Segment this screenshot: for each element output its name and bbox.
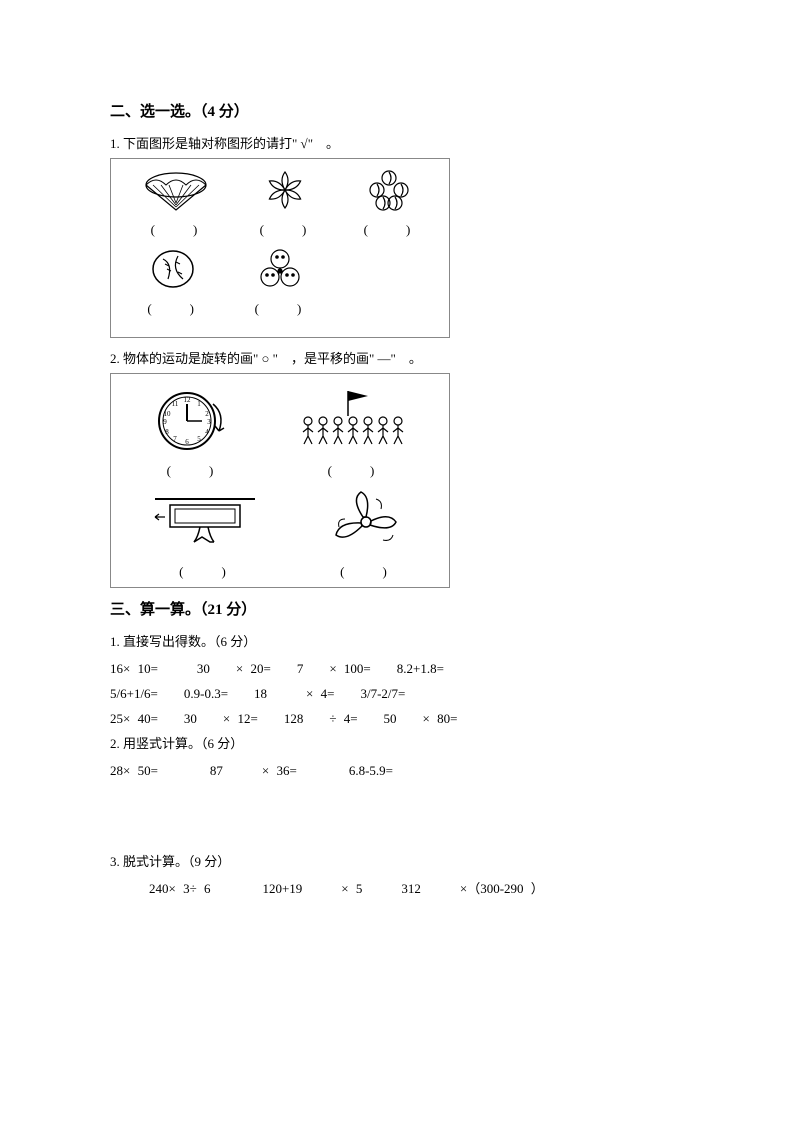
paren: ( ) <box>167 460 218 479</box>
svg-text:3: 3 <box>207 418 211 426</box>
motion-figure-box: 1212 345 678 91011 ( ) <box>110 373 450 588</box>
symmetry-row-1: ( ) ( ) <box>111 159 449 238</box>
svg-text:9: 9 <box>163 418 167 426</box>
svg-text:1: 1 <box>197 400 201 408</box>
svg-text:10: 10 <box>164 410 172 418</box>
svg-text:11: 11 <box>172 400 179 408</box>
svg-text:7: 7 <box>173 435 177 443</box>
paren: ( ) <box>147 298 198 317</box>
flag-march-cell: ( ) <box>293 386 413 479</box>
shape-three-cell: ( ) <box>250 244 310 317</box>
motion-row-1: 1212 345 678 91011 ( ) <box>111 374 449 479</box>
marching-people-icon <box>293 386 413 456</box>
swirl-cluster-icon <box>359 165 419 215</box>
motion-row-2: ( ) ( ) <box>111 479 449 580</box>
shape-diamond-cell: ( ) <box>141 165 211 238</box>
spacer <box>110 785 690 845</box>
flower-icon <box>255 165 315 215</box>
leaf-oval-icon <box>143 244 203 294</box>
paren: ( ) <box>340 561 391 580</box>
svg-text:8: 8 <box>165 428 169 436</box>
diamond-umbrella-icon <box>141 165 211 215</box>
fan-icon <box>321 487 411 557</box>
eq-line-2: 28× 50= 87 × 36= 6.8-5.9= <box>110 760 690 779</box>
eq-line-1c: 25× 40= 30 × 12= 128 ÷ 4= 50 × 80= <box>110 708 690 727</box>
svg-text:12: 12 <box>184 396 192 404</box>
clock-cell: 1212 345 678 91011 ( ) <box>147 386 237 479</box>
shape-leaf-cell: ( ) <box>143 244 203 317</box>
paren: ( ) <box>255 298 306 317</box>
svg-text:4: 4 <box>205 428 209 436</box>
paren: ( ) <box>151 219 202 238</box>
svg-text:2: 2 <box>205 410 209 418</box>
q2-1-text: 1. 下面图形是轴对称图形的请打" √" 。 <box>110 133 690 152</box>
fan-cell: ( ) <box>321 487 411 580</box>
paren: ( ) <box>260 219 311 238</box>
symmetry-row-2: ( ) ( ) ( ) <box>111 238 449 317</box>
svg-text:6: 6 <box>185 438 189 446</box>
eq-line-1b: 5/6+1/6= 0.9-0.3= 18 × 4= 3/7-2/7= <box>110 683 690 702</box>
q3-1-text: 1. 直接写出得数。（6 分） <box>110 631 690 650</box>
drawer-icon <box>150 487 260 557</box>
q2-2-text: 2. 物体的运动是旋转的画" ○ " ，是平移的画" —" 。 <box>110 348 690 367</box>
paren: ( ) <box>328 460 379 479</box>
clock-icon: 1212 345 678 91011 <box>147 386 237 456</box>
q3-2-text: 2. 用竖式计算。（6 分） <box>110 733 690 752</box>
eq-line-3: 240× 3÷ 6 120+19 × 5 312 ×（300-290 ） <box>110 878 690 897</box>
section-2-title: 二、选一选。（4 分） <box>110 100 690 121</box>
shape-cluster-cell: ( ) <box>359 165 419 238</box>
section-3-title: 三、算一算。（21 分） <box>110 598 690 619</box>
svg-text:5: 5 <box>197 435 201 443</box>
eq-line-1a: 16× 10= 30 × 20= 7 × 100= 8.2+1.8= <box>110 658 690 677</box>
shape-flower-cell: ( ) <box>255 165 315 238</box>
three-faces-icon <box>250 244 310 294</box>
paren: ( ) <box>179 561 230 580</box>
paren: ( ) <box>364 219 415 238</box>
symmetry-figure-box: ( ) ( ) <box>110 158 450 338</box>
q3-3-text: 3. 脱式计算。（9 分） <box>110 851 690 870</box>
drawer-cell: ( ) <box>150 487 260 580</box>
